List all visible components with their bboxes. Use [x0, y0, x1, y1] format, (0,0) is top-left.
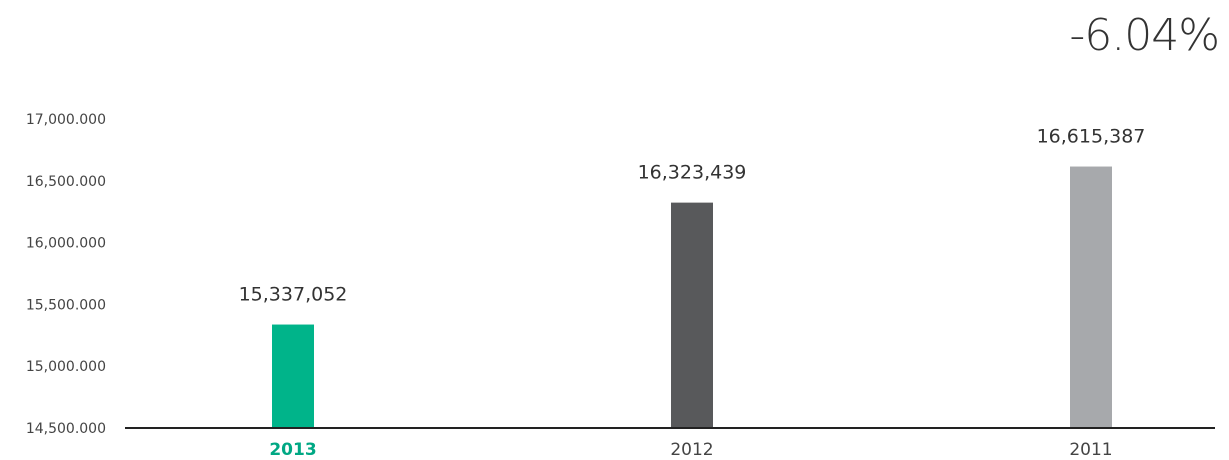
bar-value-label: 16,323,439	[638, 162, 747, 184]
y-tick-label: 15,000.000	[26, 359, 106, 375]
y-tick-label: 16,000.000	[26, 236, 106, 252]
bar-value-label: 16,615,387	[1037, 126, 1146, 148]
category-label-2012: 2012	[670, 440, 713, 460]
y-tick-label: 17,000.000	[26, 112, 106, 128]
x-axis-category-labels: 2013 2012 2011	[269, 440, 1112, 460]
bar-value-labels: 15,337,052 16,323,439 16,615,387	[239, 126, 1146, 306]
bars	[272, 166, 1112, 429]
y-tick-label: 14,500.000	[26, 421, 106, 437]
y-tick-label: 16,500.000	[26, 174, 106, 190]
bar-2012	[671, 202, 713, 428]
y-tick-label: 15,500.000	[26, 297, 106, 313]
category-label-2013: 2013	[269, 440, 316, 460]
bar-2011	[1070, 166, 1112, 429]
category-label-2011: 2011	[1069, 440, 1112, 460]
change-percentage: -6.04%	[1069, 10, 1220, 61]
bar-2013	[272, 324, 314, 428]
bar-value-label: 15,337,052	[239, 284, 348, 306]
y-axis-tick-labels: 14,500.000 15,000.000 15,500.000 16,000.000…	[26, 112, 106, 437]
